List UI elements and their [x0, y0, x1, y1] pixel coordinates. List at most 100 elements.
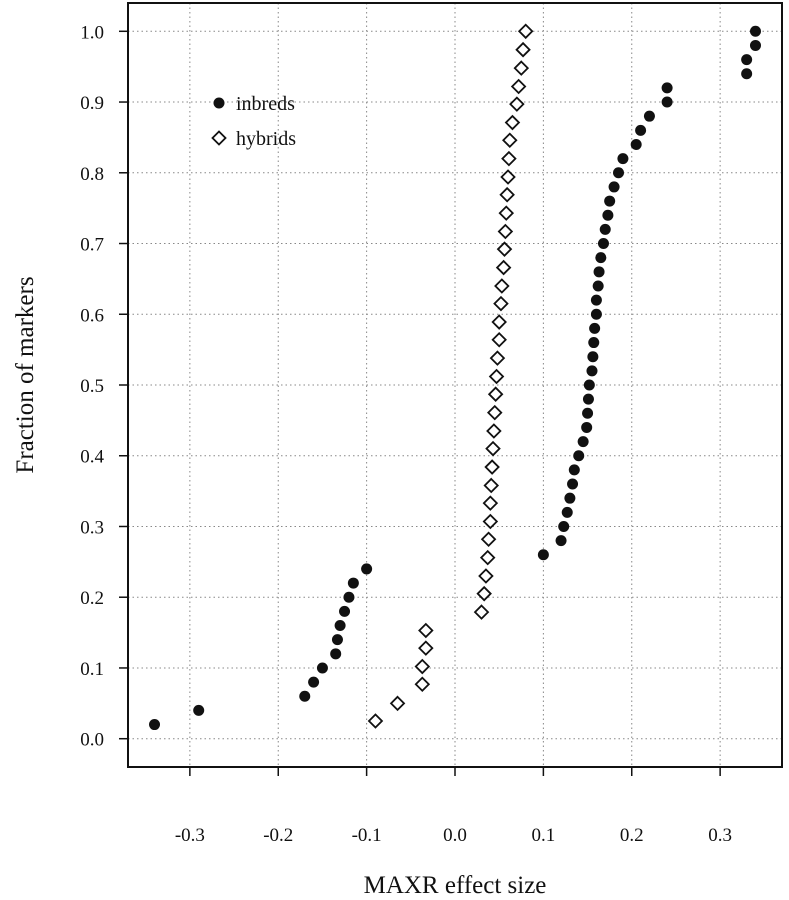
data-point [581, 421, 593, 433]
y-tick-label: 0.3 [80, 517, 104, 538]
y-tick-label: 0.7 [80, 235, 104, 256]
data-point [513, 60, 530, 76]
data-point [334, 620, 346, 632]
data-point [558, 520, 570, 532]
data-point [643, 110, 655, 122]
data-point [331, 634, 343, 646]
data-point [499, 186, 515, 203]
data-point [582, 407, 594, 419]
x-tick-label: -0.3 [175, 825, 205, 846]
x-tick-label: 0.3 [708, 825, 732, 846]
data-point [414, 658, 431, 675]
data-point [482, 495, 499, 511]
y-tick-label: 0.8 [80, 164, 104, 185]
data-point [495, 259, 512, 276]
x-tick-label: 0.0 [443, 825, 467, 846]
data-point [741, 68, 753, 80]
data-point [330, 648, 342, 660]
data-point [613, 167, 624, 179]
data-point [343, 591, 355, 603]
data-point [749, 39, 761, 51]
data-point [582, 393, 594, 405]
data-point [599, 223, 611, 235]
x-tick-label: -0.2 [263, 825, 293, 846]
data-point [491, 314, 507, 330]
data-point [308, 676, 320, 688]
data-point [418, 622, 434, 639]
y-tick-label: 0.4 [80, 447, 104, 468]
data-point [361, 563, 373, 575]
y-tick-label: 1.0 [80, 22, 104, 43]
data-point [661, 96, 673, 108]
data-point [500, 169, 516, 185]
data-point [590, 294, 602, 306]
data-point [602, 209, 614, 221]
data-point [589, 322, 601, 334]
data-point [608, 181, 620, 193]
data-point [479, 549, 496, 566]
data-point [604, 195, 616, 207]
data-point [414, 676, 431, 693]
x-axis: -0.3 -0.2 -0.1 0.0 0.1 0.2 0.3 [175, 767, 732, 846]
data-point [577, 436, 589, 448]
y-tick-label: 0.0 [80, 730, 104, 751]
y-tick-label: 0.5 [80, 376, 104, 397]
x-tick-label: 0.1 [532, 825, 556, 846]
legend: inbreds hybrids [211, 93, 296, 150]
data-point [339, 605, 351, 617]
data-point [486, 404, 503, 421]
data-point [478, 568, 494, 584]
x-tick-label: 0.2 [620, 825, 644, 846]
data-point [501, 150, 517, 167]
y-tick-label: 0.1 [80, 659, 104, 680]
legend-label: inbreds [236, 93, 295, 115]
data-point [486, 423, 502, 439]
data-point [504, 114, 521, 131]
data-point [149, 719, 161, 731]
data-point [482, 513, 499, 530]
data-point [193, 704, 205, 716]
data-point [509, 96, 525, 112]
data-point [517, 23, 534, 40]
data-point [485, 440, 501, 457]
data-point [483, 477, 500, 494]
data-point [661, 82, 673, 94]
data-point [555, 535, 567, 547]
data-point [635, 124, 647, 136]
legend-marker [213, 97, 225, 109]
data-point [567, 478, 579, 490]
data-point [587, 351, 599, 363]
data-point [561, 506, 573, 518]
x-axis-label: MAXR effect size [364, 872, 547, 899]
data-point [491, 331, 507, 348]
data-point [597, 238, 609, 250]
y-tick-label: 0.9 [80, 93, 104, 114]
data-point [497, 223, 514, 240]
data-point [488, 368, 505, 385]
data-point [564, 492, 576, 504]
data-point [316, 662, 328, 674]
data-point [573, 450, 585, 462]
data-point [476, 585, 492, 602]
data-point [588, 337, 600, 349]
data-point [583, 379, 595, 391]
data-point [537, 549, 549, 561]
data-point [586, 365, 598, 377]
data-point [299, 690, 311, 702]
data-point [487, 386, 504, 402]
data-point [498, 205, 515, 221]
data-point [494, 278, 510, 294]
data-point [590, 308, 602, 320]
data-point [593, 266, 605, 278]
data-point [515, 41, 531, 58]
x-tick-label: -0.1 [352, 825, 382, 846]
data-point [630, 138, 642, 150]
data-point [367, 713, 384, 729]
data-point [484, 459, 500, 475]
data-point [510, 78, 527, 95]
data-point [592, 280, 604, 292]
series-1 [149, 25, 761, 731]
data-point [389, 695, 406, 712]
data-point [741, 54, 753, 66]
